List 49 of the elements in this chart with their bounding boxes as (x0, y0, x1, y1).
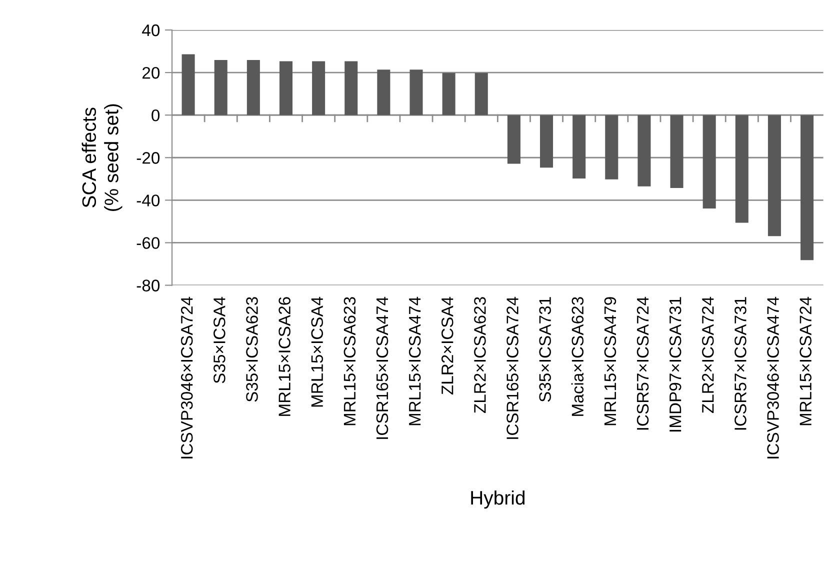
x-tick-label: ICSVP3046×ICSA724 (180, 296, 193, 458)
y-axis-title: SCA effects (% seed set) (82, 104, 122, 211)
bar (800, 115, 814, 260)
x-tick-label: ICSR165×ICSA724 (506, 296, 518, 439)
y-tick-label: 0 (152, 109, 160, 122)
x-tick-label: S35×ICSA731 (539, 297, 551, 402)
bar (410, 70, 423, 116)
x-tick-label: MRL15×ICSA479 (604, 297, 616, 426)
bar (540, 115, 554, 168)
bar (735, 115, 748, 223)
y-tick-label: -60 (136, 237, 160, 249)
bar (670, 115, 684, 188)
bar (182, 54, 195, 116)
bar (507, 115, 520, 164)
x-tick-label: MRL15×ICSA474 (408, 296, 421, 426)
bar (246, 60, 260, 116)
x-tick-label: MRL15×ICSA26 (278, 297, 290, 416)
x-tick-label: ICSVP3046×ICSA474 (767, 296, 779, 458)
bar (279, 61, 292, 116)
x-tick-label: S35×ICSA623 (246, 297, 258, 402)
x-axis-title: Hybrid (471, 490, 524, 509)
bar (377, 70, 390, 116)
y-tick-label: -20 (136, 152, 160, 164)
bar (768, 115, 781, 236)
x-tick-label: S35×ICSA4 (214, 296, 226, 384)
x-tick-label: MRL15×ICSA623 (344, 297, 356, 426)
y-tick-label: -40 (136, 194, 160, 206)
x-tick-label: ZLR2×ICSA623 (474, 297, 486, 414)
y-tick-label: -80 (136, 280, 160, 292)
bar (474, 72, 488, 116)
bar (702, 115, 716, 208)
x-tick-label: MRL15×ICSA4 (311, 296, 324, 407)
y-tick-label: 20 (142, 66, 160, 79)
x-tick-label: ZLR2×ICSA724 (702, 296, 714, 414)
x-tick-label: MRL15×ICSA724 (800, 296, 812, 426)
x-tick-label: IMDP97×ICSA731 (669, 297, 682, 432)
x-tick-label: ZLR2×ICSA4 (441, 296, 454, 395)
bar (344, 61, 358, 116)
bar (605, 115, 618, 180)
x-tick-label: ICSR57×ICSA731 (734, 297, 746, 430)
bar (312, 61, 326, 116)
y-tick-label: 40 (142, 24, 160, 36)
x-tick-label: Macia×ICSA623 (571, 297, 584, 416)
bar (638, 115, 651, 186)
bar (572, 115, 586, 178)
x-tick-label: ICSR165×ICSA474 (376, 296, 388, 439)
bar (214, 60, 228, 116)
bar (442, 72, 456, 116)
x-tick-label: ICSR57×ICSA724 (636, 296, 649, 430)
